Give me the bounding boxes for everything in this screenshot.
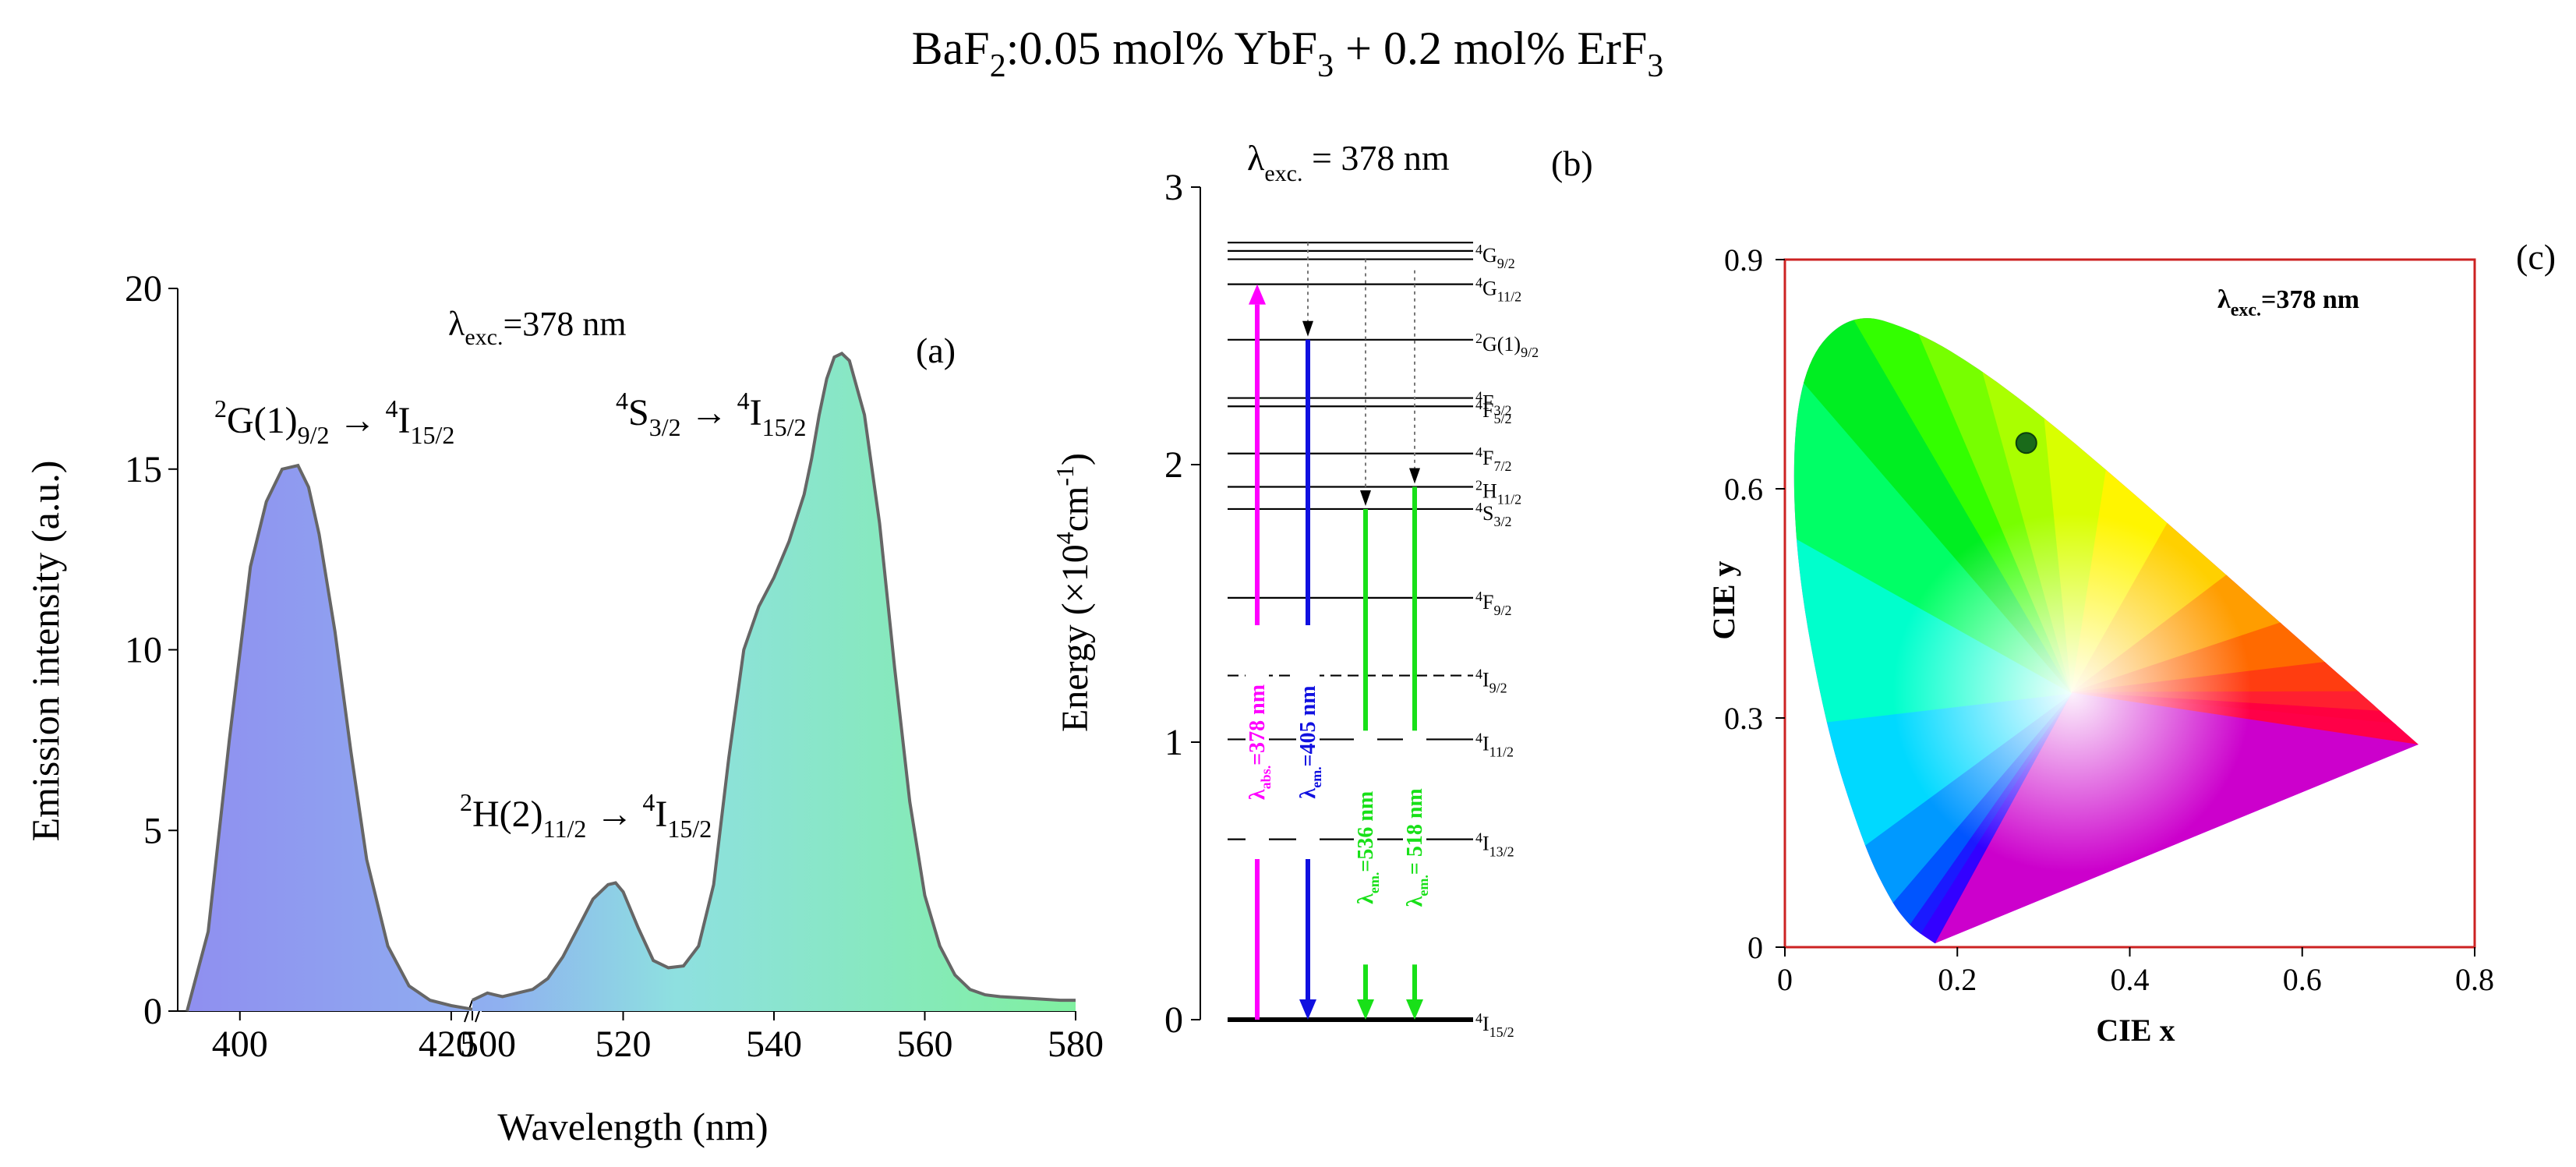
panel-c-y-tick-label: 0.6 xyxy=(1724,472,1763,507)
panel-a-y-tick-label: 0 xyxy=(143,991,162,1032)
transition-arrowhead xyxy=(1357,999,1374,1020)
panel-a-excitation-label: λexc.=378 nm xyxy=(448,305,627,350)
energy-level-label: 2H11/2 xyxy=(1475,477,1521,507)
energy-level-label: 4F9/2 xyxy=(1475,589,1511,618)
panel-c-excitation-label: λexc.=378 nm xyxy=(2217,285,2359,320)
panel-c-x-tick-label: 0.8 xyxy=(2455,962,2494,997)
panel-a-y-tick-label: 5 xyxy=(143,810,162,851)
panel-a-emission-spectrum: (a) λexc.=378 nm 2G(1)9/2 → 4I15/2 2H(2)… xyxy=(23,268,1104,1148)
panel-b-y-tick-label: 1 xyxy=(1164,722,1183,763)
transition-arrowhead xyxy=(1299,999,1316,1020)
transition-label-background xyxy=(1354,730,1377,965)
energy-level-label: 2G(1)9/2 xyxy=(1475,331,1539,360)
transition-arrowhead xyxy=(1249,284,1266,305)
panel-b-energy-diagram: (b) λexc. = 378 nm Energy (×104cm-1) 0 1 2… xyxy=(1051,138,1593,1041)
panel-b-y-axis-title: Energy (×104cm-1) xyxy=(1051,453,1096,732)
panel-a-y-tick-label: 20 xyxy=(125,268,162,309)
peak-label-2h-4i: 2H(2)11/2 → 4I15/2 xyxy=(460,788,712,843)
emission-curve-segment-2 xyxy=(472,351,1076,1003)
nonradiative-arrowhead xyxy=(1409,468,1420,484)
cie-white-center xyxy=(1892,513,2252,872)
panel-a-x-tick-label: 560 xyxy=(897,1024,953,1065)
panel-c-x-tick-label: 0.4 xyxy=(2111,962,2150,997)
energy-level-label: 4I15/2 xyxy=(1475,1010,1514,1040)
energy-level-label: 4F5/2 xyxy=(1475,397,1511,426)
peak-label-2g-4i: 2G(1)9/2 → 4I15/2 xyxy=(214,394,454,449)
panel-a-y-axis-title: Emission intensity (a.u.) xyxy=(23,461,67,842)
energy-level-label: 4I13/2 xyxy=(1475,830,1514,860)
panel-a-x-tick-label: 520 xyxy=(595,1024,652,1065)
transition-arrowhead xyxy=(1406,999,1423,1020)
panel-b-y-tick-label: 3 xyxy=(1164,167,1183,208)
panel-c-y-tick-label: 0.9 xyxy=(1724,242,1763,278)
panel-b-y-tick-label: 2 xyxy=(1164,444,1183,486)
emission-area-segment-2 xyxy=(472,353,1076,1011)
figure-title: BaF2:0.05 mol% YbF3 + 0.2 mol% ErF3 xyxy=(912,23,1664,84)
panel-a-y-tick-label: 10 xyxy=(125,630,162,671)
transition-label-background xyxy=(1296,625,1320,859)
energy-level-label: 4I11/2 xyxy=(1475,730,1514,759)
energy-level-label: 4S3/2 xyxy=(1475,500,1511,529)
nonradiative-arrowhead xyxy=(1302,320,1313,337)
transition-label-background xyxy=(1246,625,1269,859)
panel-b-label: (b) xyxy=(1551,143,1593,183)
panel-c-cie-diagram: (c) λexc.=378 nm CIE x CIE y 0 0.2 0.4 0.6 0… xyxy=(1706,237,2556,1048)
panel-c-y-tick-label: 0 xyxy=(1747,930,1763,965)
panel-c-y-tick-label: 0.3 xyxy=(1724,701,1763,736)
transition-label: λem.= 518 nm xyxy=(1403,788,1431,907)
peak-label-4s-4i: 4S3/2 → 4I15/2 xyxy=(616,387,806,441)
transition-label: λem.=536 nm xyxy=(1354,791,1382,904)
cie-coordinate-point xyxy=(2015,432,2037,454)
transition-label: λem.=405 nm xyxy=(1296,685,1324,798)
panel-a-x-tick-label: 500 xyxy=(460,1024,516,1065)
nonradiative-arrowhead xyxy=(1360,490,1371,506)
energy-level-label: 4F7/2 xyxy=(1475,444,1511,474)
panel-c-x-tick-label: 0.6 xyxy=(2283,962,2322,997)
panel-b-y-tick-label: 0 xyxy=(1164,999,1183,1041)
panel-a-x-axis-title: Wavelength (nm) xyxy=(497,1105,768,1148)
energy-level-label: 4G9/2 xyxy=(1475,242,1515,271)
transition-label: λabs.=378 nm xyxy=(1246,684,1274,800)
panel-a-x-tick-label: 400 xyxy=(212,1024,268,1065)
panel-a-x-tick-label: 540 xyxy=(746,1024,802,1065)
emission-area-segment-1 xyxy=(187,465,472,1011)
panel-c-x-tick-label: 0 xyxy=(1777,962,1793,997)
panel-a-label: (a) xyxy=(916,331,956,370)
panel-c-y-axis-title: CIE y xyxy=(1706,561,1741,639)
panel-b-excitation-label: λexc. = 378 nm xyxy=(1247,138,1450,186)
panel-c-label: (c) xyxy=(2516,237,2556,277)
panel-c-x-tick-label: 0.2 xyxy=(1938,962,1977,997)
panel-a-y-tick-label: 15 xyxy=(125,449,162,490)
panel-a-x-tick-label: 580 xyxy=(1048,1024,1104,1065)
energy-level-label: 4I9/2 xyxy=(1475,667,1507,696)
emission-curve-segment-1 xyxy=(186,463,473,1012)
cie-color-fill xyxy=(1793,318,2419,944)
energy-level-label: 4F3/2 xyxy=(1475,389,1511,419)
panel-c-x-axis-title: CIE x xyxy=(2096,1013,2175,1048)
panel-a-x-tick-label: 420 xyxy=(419,1024,475,1065)
energy-level-label: 4G11/2 xyxy=(1475,275,1521,305)
transition-label-background xyxy=(1403,730,1426,965)
